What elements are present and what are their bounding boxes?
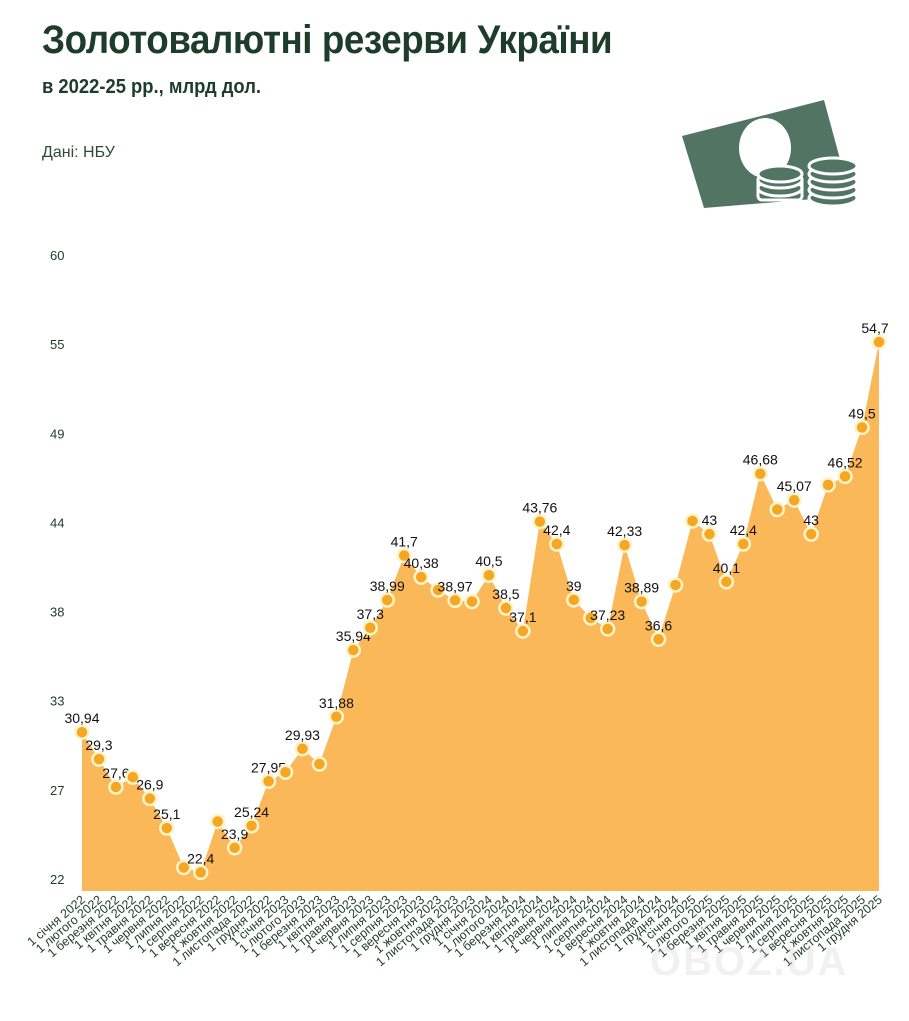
data-point[interactable] xyxy=(260,773,277,790)
data-label: 30,94 xyxy=(64,710,99,726)
data-point[interactable] xyxy=(345,642,362,658)
data-label: 45,07 xyxy=(777,478,812,494)
y-tick-label: 44 xyxy=(50,515,64,530)
data-label: 39 xyxy=(566,578,582,594)
data-point[interactable] xyxy=(616,537,633,553)
y-tick-label: 49 xyxy=(50,426,64,441)
data-label: 43 xyxy=(702,512,718,528)
data-point[interactable] xyxy=(684,513,701,529)
data-point[interactable] xyxy=(413,569,429,585)
money-banknote-coins-icon xyxy=(682,100,859,208)
data-point[interactable] xyxy=(633,593,650,610)
data-label: 54,7 xyxy=(861,320,888,336)
data-point[interactable] xyxy=(718,574,735,590)
y-tick-label: 33 xyxy=(50,694,64,709)
y-tick-label: 60 xyxy=(50,248,64,263)
data-source: Дані: НБУ xyxy=(42,144,115,161)
data-label: 38,97 xyxy=(438,578,473,594)
y-tick-label: 38 xyxy=(50,605,64,620)
data-point[interactable] xyxy=(515,623,531,639)
data-label: 27,95 xyxy=(251,759,286,775)
data-label: 38,89 xyxy=(624,580,659,596)
data-label: 43,76 xyxy=(522,500,557,516)
data-point[interactable] xyxy=(142,790,158,807)
data-label: 40,5 xyxy=(475,553,502,569)
data-label: 46,52 xyxy=(828,454,863,470)
data-point[interactable] xyxy=(532,513,548,530)
data-point[interactable] xyxy=(464,593,480,610)
data-point[interactable] xyxy=(294,741,311,757)
chart-subtitle: в 2022-25 рр., млрд дол. xyxy=(42,76,262,98)
watermark: OBOZ.UA xyxy=(650,940,849,984)
data-point[interactable] xyxy=(650,631,667,648)
data-point[interactable] xyxy=(328,709,345,725)
data-point[interactable] xyxy=(667,577,684,593)
data-point[interactable] xyxy=(108,779,124,795)
data-label: 25,1 xyxy=(153,806,180,822)
data-label: 27,6 xyxy=(102,765,129,781)
data-point[interactable] xyxy=(243,818,260,834)
data-point[interactable] xyxy=(820,477,836,493)
data-label: 31,88 xyxy=(319,695,354,711)
data-point[interactable] xyxy=(192,864,209,881)
data-point[interactable] xyxy=(803,526,819,542)
data-label: 46,68 xyxy=(743,452,778,468)
data-label: 29,93 xyxy=(285,727,320,743)
data-point[interactable] xyxy=(430,582,446,598)
data-point[interactable] xyxy=(481,567,497,583)
data-label: 25,24 xyxy=(234,804,269,820)
data-label: 41,7 xyxy=(391,534,418,550)
data-label: 38,99 xyxy=(370,578,405,594)
y-tick-label: 22 xyxy=(50,872,64,887)
data-point[interactable] xyxy=(549,536,565,552)
data-point[interactable] xyxy=(701,526,718,542)
data-point[interactable] xyxy=(362,620,379,636)
data-point[interactable] xyxy=(566,592,582,608)
data-label: 36,6 xyxy=(645,617,672,633)
data-point[interactable] xyxy=(854,419,870,436)
data-point[interactable] xyxy=(752,465,769,482)
data-label: 40,38 xyxy=(404,555,439,571)
data-point[interactable] xyxy=(396,547,412,564)
data-point[interactable] xyxy=(91,751,107,767)
data-point[interactable] xyxy=(125,769,141,785)
data-label: 37,3 xyxy=(357,606,384,622)
data-point[interactable] xyxy=(582,610,599,626)
data-label: 42,33 xyxy=(607,523,642,539)
data-label: 42,4 xyxy=(730,522,757,538)
data-label: 40,1 xyxy=(713,560,740,576)
data-point[interactable] xyxy=(786,492,802,508)
data-point[interactable] xyxy=(175,859,192,876)
data-label: 49,5 xyxy=(848,405,875,421)
data-point[interactable] xyxy=(277,764,294,781)
data-point[interactable] xyxy=(599,621,616,637)
data-point[interactable] xyxy=(74,724,90,740)
data-label: 22,4 xyxy=(187,850,214,866)
data-label: 23,9 xyxy=(221,826,248,842)
data-label: 37,23 xyxy=(590,607,625,623)
data-label: 35,94 xyxy=(336,628,371,644)
data-label: 26,9 xyxy=(136,777,163,793)
area-series xyxy=(82,342,879,891)
data-point[interactable] xyxy=(379,592,395,608)
y-tick-label: 55 xyxy=(50,337,64,352)
data-point[interactable] xyxy=(871,334,887,350)
y-tick-label: 27 xyxy=(50,783,64,798)
data-label: 37,1 xyxy=(509,609,536,625)
data-point[interactable] xyxy=(311,756,328,772)
data-label: 29,3 xyxy=(85,737,112,753)
data-label: 38,5 xyxy=(492,586,519,602)
data-label: 42,4 xyxy=(543,522,570,538)
data-point[interactable] xyxy=(209,813,226,830)
chart-title: Золотовалютні резерви України xyxy=(42,18,613,62)
data-point[interactable] xyxy=(498,600,514,616)
data-point[interactable] xyxy=(159,820,175,836)
data-point[interactable] xyxy=(769,501,786,518)
data-label: 43 xyxy=(803,512,819,528)
data-point[interactable] xyxy=(447,592,463,609)
data-point[interactable] xyxy=(226,840,243,856)
data-point[interactable] xyxy=(837,468,853,485)
data-point[interactable] xyxy=(735,536,752,552)
